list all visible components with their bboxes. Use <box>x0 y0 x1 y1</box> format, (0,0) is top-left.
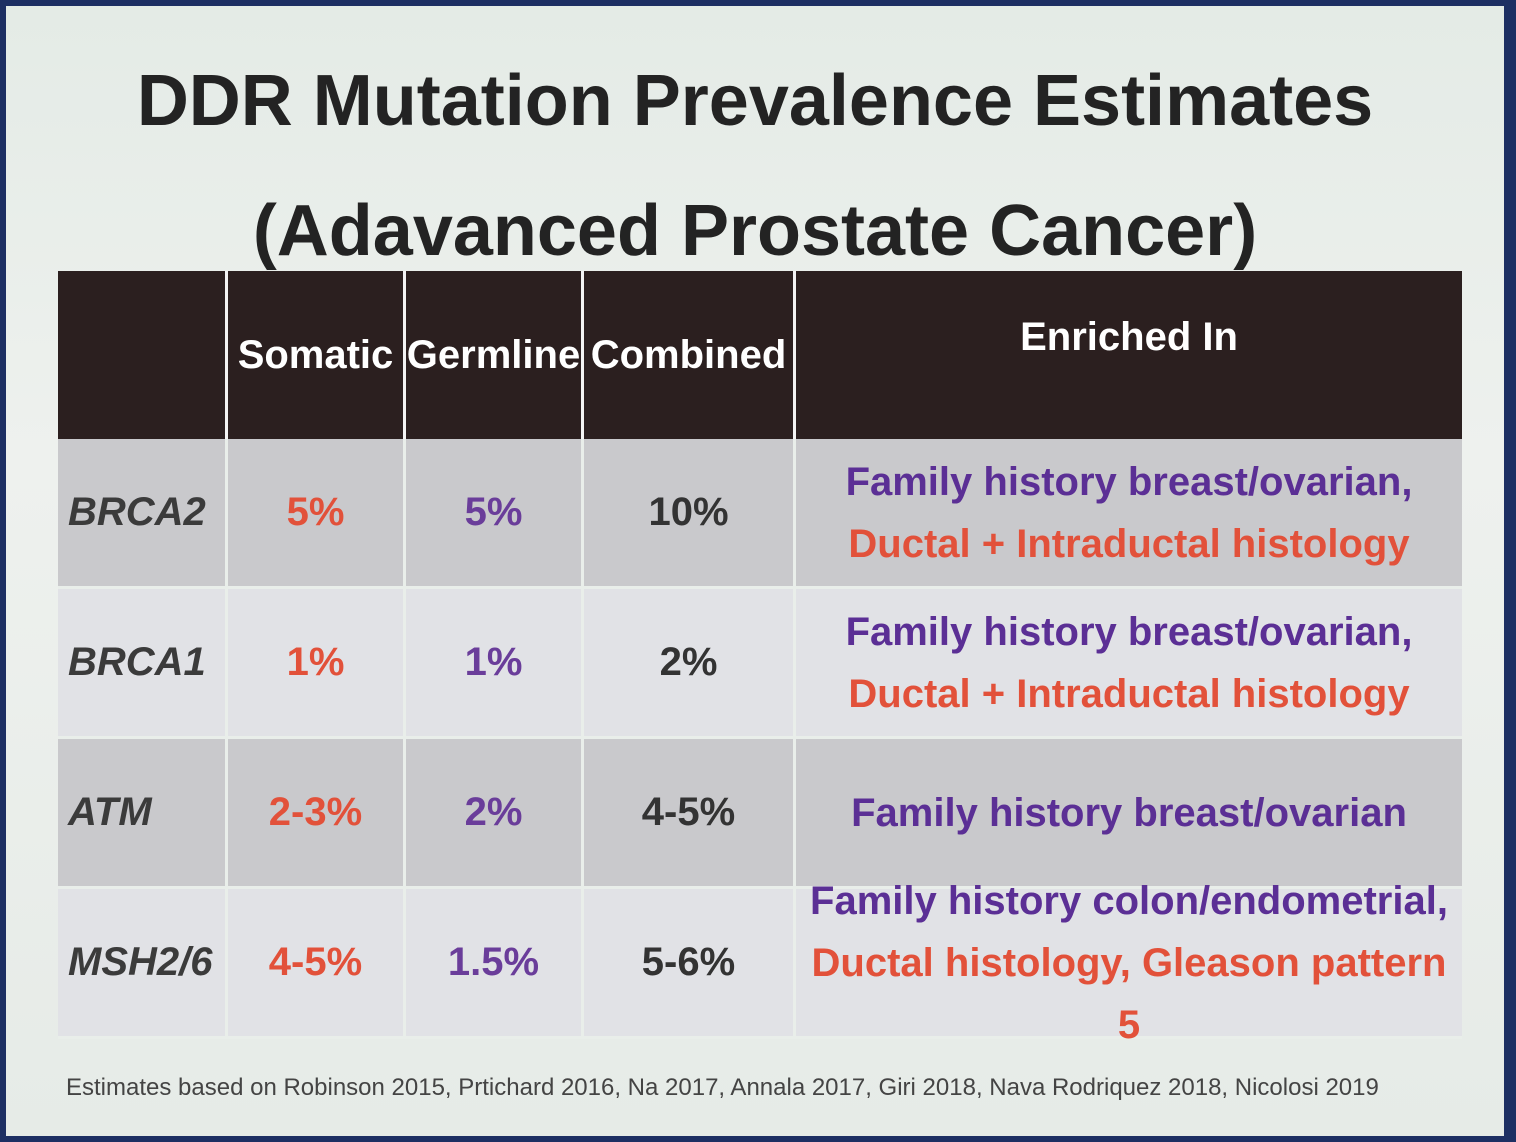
header-combined: Combined <box>584 271 796 439</box>
title-line-1: DDR Mutation Prevalence Estimates <box>136 61 1374 141</box>
germline-cell: 1% <box>406 589 584 739</box>
enriched-line-1: Family history breast/ovarian <box>851 790 1407 835</box>
header-somatic: Somatic <box>228 271 406 439</box>
slide-title: DDR Mutation Prevalence Estimates (Adava… <box>6 36 1504 296</box>
enriched-cell: Family history breast/ovarian <box>796 739 1462 889</box>
somatic-cell: 1% <box>228 589 406 739</box>
header-gene <box>58 271 228 439</box>
somatic-cell: 5% <box>228 439 406 589</box>
prevalence-table: Somatic Germline Combined Enriched In BR… <box>58 271 1462 1047</box>
enriched-cell: Family history colon/endometrial, Ductal… <box>796 879 1462 1047</box>
title-line-2: (Adavanced Prostate Cancer) <box>252 191 1258 271</box>
gene-cell: MSH2/6 <box>58 889 228 1039</box>
table-row: BRCA2 5% 5% 10% Family history breast/ov… <box>58 439 1462 589</box>
slide: DDR Mutation Prevalence Estimates (Adava… <box>6 6 1504 1136</box>
enriched-line-2: Ductal histology, Gleason pattern 5 <box>811 940 1447 1047</box>
header-enriched-in: Enriched In <box>796 271 1462 439</box>
enriched-line-1: Family history colon/endometrial, <box>810 878 1448 923</box>
enriched-cell: Family history breast/ovarian, Ductal + … <box>796 589 1462 739</box>
enriched-line-1: Family history breast/ovarian, <box>845 459 1413 504</box>
enriched-line-2: Ductal + Intraductal histology <box>848 671 1410 716</box>
germline-cell: 5% <box>406 439 584 589</box>
combined-cell: 4-5% <box>584 739 796 889</box>
gene-cell: BRCA2 <box>58 439 228 589</box>
enriched-line-1: Family history breast/ovarian, <box>845 609 1413 654</box>
enriched-cell: Family history breast/ovarian, Ductal + … <box>796 439 1462 589</box>
combined-cell: 10% <box>584 439 796 589</box>
table-header-row: Somatic Germline Combined Enriched In <box>58 271 1462 439</box>
germline-cell: 2% <box>406 739 584 889</box>
table-row: BRCA1 1% 1% 2% Family history breast/ova… <box>58 589 1462 739</box>
combined-cell: 5-6% <box>584 889 796 1039</box>
header-germline: Germline <box>406 271 584 439</box>
combined-cell: 2% <box>584 589 796 739</box>
germline-cell: 1.5% <box>406 889 584 1039</box>
table-row: ATM 2-3% 2% 4-5% Family history breast/o… <box>58 739 1462 889</box>
enriched-line-2: Ductal + Intraductal histology <box>848 521 1410 566</box>
somatic-cell: 4-5% <box>228 889 406 1039</box>
table-row: MSH2/6 4-5% 1.5% 5-6% Family history col… <box>58 879 1462 1047</box>
footnote: Estimates based on Robinson 2015, Prtich… <box>66 1074 1379 1101</box>
gene-cell: BRCA1 <box>58 589 228 739</box>
gene-cell: ATM <box>58 739 228 889</box>
somatic-cell: 2-3% <box>228 739 406 889</box>
